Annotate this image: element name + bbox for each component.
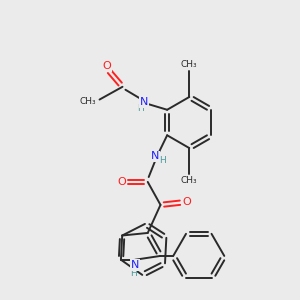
Text: CH₃: CH₃ xyxy=(80,97,97,106)
Text: N: N xyxy=(131,260,139,270)
Text: N: N xyxy=(140,97,148,107)
Text: CH₃: CH₃ xyxy=(181,59,198,68)
Text: O: O xyxy=(103,61,112,71)
Text: H: H xyxy=(159,156,166,165)
Text: CH₃: CH₃ xyxy=(181,176,198,184)
Text: O: O xyxy=(117,177,126,187)
Text: H: H xyxy=(137,104,144,113)
Text: O: O xyxy=(182,197,191,207)
Text: N: N xyxy=(151,152,160,161)
Text: H: H xyxy=(130,269,136,278)
